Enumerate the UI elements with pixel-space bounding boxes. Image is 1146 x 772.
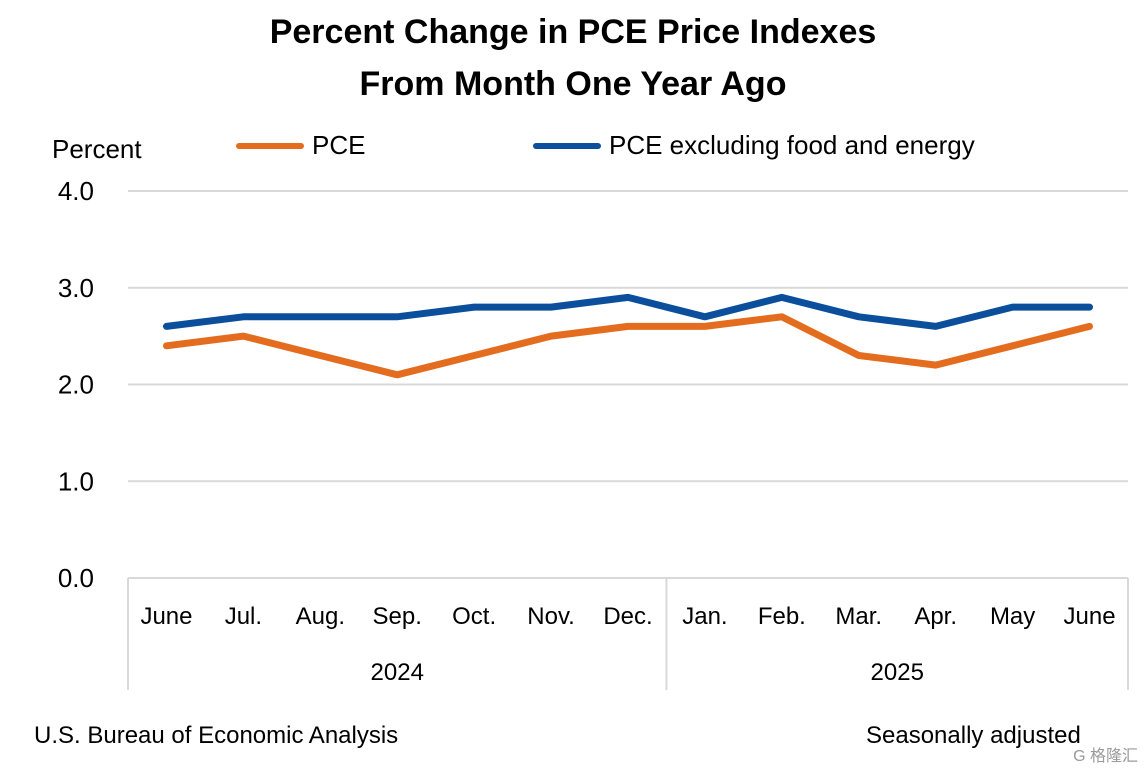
y-tick-label: 3.0 <box>58 273 94 303</box>
chart-title-line-1: Percent Change in PCE Price Indexes <box>269 13 877 51</box>
x-tick-label: May <box>990 603 1035 630</box>
year-label: 2025 <box>871 659 924 686</box>
seasonal-note: Seasonally adjusted <box>866 722 1081 749</box>
legend-label-pce: PCE <box>312 130 366 160</box>
y-tick-label: 2.0 <box>58 370 94 400</box>
y-axis-label: Percent <box>52 134 142 164</box>
x-tick-label: Jul. <box>225 603 262 630</box>
watermark: G 格隆汇 <box>1073 748 1138 765</box>
chart-title-line-2: From Month One Year Ago <box>359 65 787 103</box>
legend-item-pce: PCE <box>236 130 365 161</box>
chart-title: Percent Change in PCE Price Indexes From… <box>0 6 1146 110</box>
y-tick-label: 1.0 <box>58 466 94 496</box>
x-tick-label: Mar. <box>835 603 882 630</box>
x-tick-label: Dec. <box>603 603 652 630</box>
x-tick-label: Feb. <box>758 603 806 630</box>
x-tick-label: Jan. <box>682 603 727 630</box>
series-line-pce-core <box>163 293 1093 330</box>
source-note: U.S. Bureau of Economic Analysis <box>34 722 399 749</box>
x-tick-label: Apr. <box>914 603 957 630</box>
y-tick-label: 0.0 <box>58 563 94 593</box>
x-tick-label: Nov. <box>527 603 575 630</box>
legend-label-pce-core: PCE excluding food and energy <box>609 130 975 160</box>
x-tick-label: Oct. <box>452 603 496 630</box>
x-tick-label: June <box>140 603 192 630</box>
legend-swatch-pce-core <box>533 142 601 149</box>
y-tick-label: 4.0 <box>58 176 94 206</box>
legend-swatch-pce <box>236 142 304 149</box>
x-tick-label: June <box>1064 603 1116 630</box>
year-label: 2024 <box>371 659 424 686</box>
x-tick-label: Sep. <box>373 603 422 630</box>
legend-item-pce-core: PCE excluding food and energy <box>533 130 975 161</box>
x-tick-label: Aug. <box>296 603 345 630</box>
